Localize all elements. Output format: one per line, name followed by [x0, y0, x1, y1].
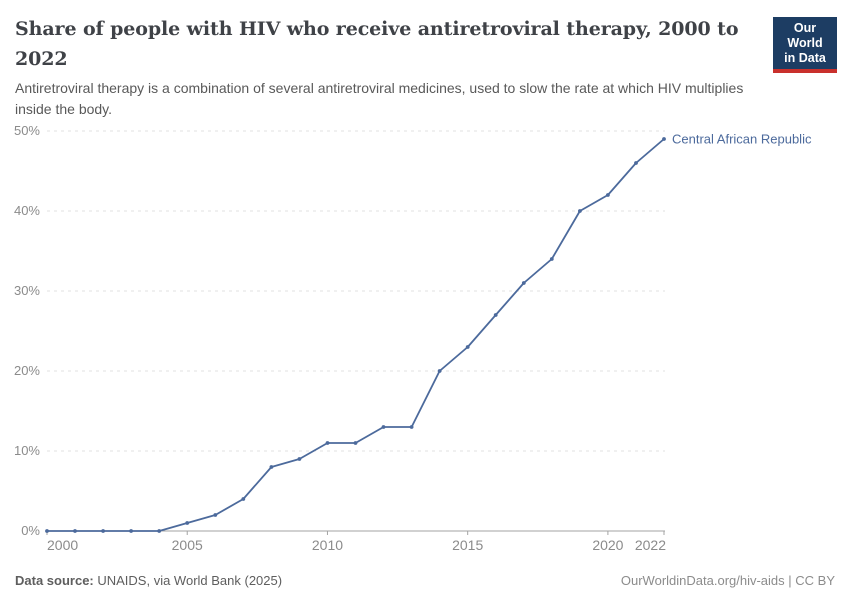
- owid-logo-bar: [773, 69, 837, 73]
- owid-logo-text-line1: Our World: [787, 21, 823, 50]
- chart-title: Share of people with HIV who receive ant…: [15, 14, 739, 74]
- data-point[interactable]: [157, 529, 162, 533]
- data-point[interactable]: [73, 529, 77, 533]
- data-point[interactable]: [437, 369, 442, 373]
- data-point[interactable]: [297, 457, 302, 461]
- data-point[interactable]: [409, 425, 414, 429]
- x-tick-label: 2005: [172, 537, 203, 553]
- data-point[interactable]: [213, 513, 218, 517]
- series-label[interactable]: Central African Republic: [672, 132, 812, 147]
- data-point[interactable]: [634, 161, 638, 165]
- chart-footer: Data source: UNAIDS, via World Bank (202…: [15, 573, 835, 588]
- data-point[interactable]: [606, 193, 610, 197]
- x-tick-label: 2000: [47, 537, 78, 553]
- data-point[interactable]: [325, 441, 330, 445]
- x-tick-label: 2020: [592, 537, 623, 553]
- data-point[interactable]: [269, 465, 274, 469]
- data-point[interactable]: [549, 257, 554, 261]
- chart-subtitle: Antiretroviral therapy is a combination …: [15, 78, 743, 120]
- chart-title-line1: Share of people with HIV who receive ant…: [15, 18, 739, 40]
- data-point[interactable]: [662, 137, 666, 141]
- data-point[interactable]: [493, 313, 498, 317]
- data-point[interactable]: [241, 497, 246, 501]
- chart-title-line2: 2022: [15, 48, 68, 70]
- data-point[interactable]: [45, 529, 49, 533]
- x-tick-label: 2015: [452, 537, 483, 553]
- y-tick-label: 50%: [14, 123, 40, 138]
- data-point[interactable]: [381, 425, 386, 429]
- data-point[interactable]: [578, 209, 582, 213]
- data-point[interactable]: [129, 529, 134, 533]
- owid-logo-text-line2: in Data: [784, 51, 826, 65]
- data-point[interactable]: [353, 441, 358, 445]
- y-tick-label: 10%: [14, 443, 40, 458]
- footer-link[interactable]: OurWorldinData.org/hiv-aids | CC BY: [620, 573, 835, 588]
- data-point[interactable]: [185, 521, 190, 525]
- owid-logo[interactable]: Our World in Data: [773, 17, 837, 73]
- x-tick-label: 2022: [635, 537, 666, 553]
- x-tick-label: 2010: [312, 537, 343, 553]
- data-point[interactable]: [101, 529, 105, 533]
- data-source-text: UNAIDS, via World Bank (2025): [93, 573, 283, 588]
- data-source-label: Data source:: [15, 573, 94, 588]
- y-tick-label: 0%: [21, 523, 40, 538]
- y-tick-label: 20%: [14, 363, 40, 378]
- data-point[interactable]: [465, 345, 470, 349]
- chart-subtitle-line1: Antiretroviral therapy is a combination …: [15, 80, 744, 96]
- data-point[interactable]: [521, 281, 526, 285]
- chart-subtitle-line2: inside the body.: [15, 101, 113, 117]
- owid-logo-text: Our World in Data: [773, 17, 837, 69]
- y-tick-label: 30%: [14, 283, 40, 298]
- y-tick-label: 40%: [14, 203, 40, 218]
- series-line: [46, 138, 665, 532]
- data-source: Data source: UNAIDS, via World Bank (202…: [15, 573, 282, 588]
